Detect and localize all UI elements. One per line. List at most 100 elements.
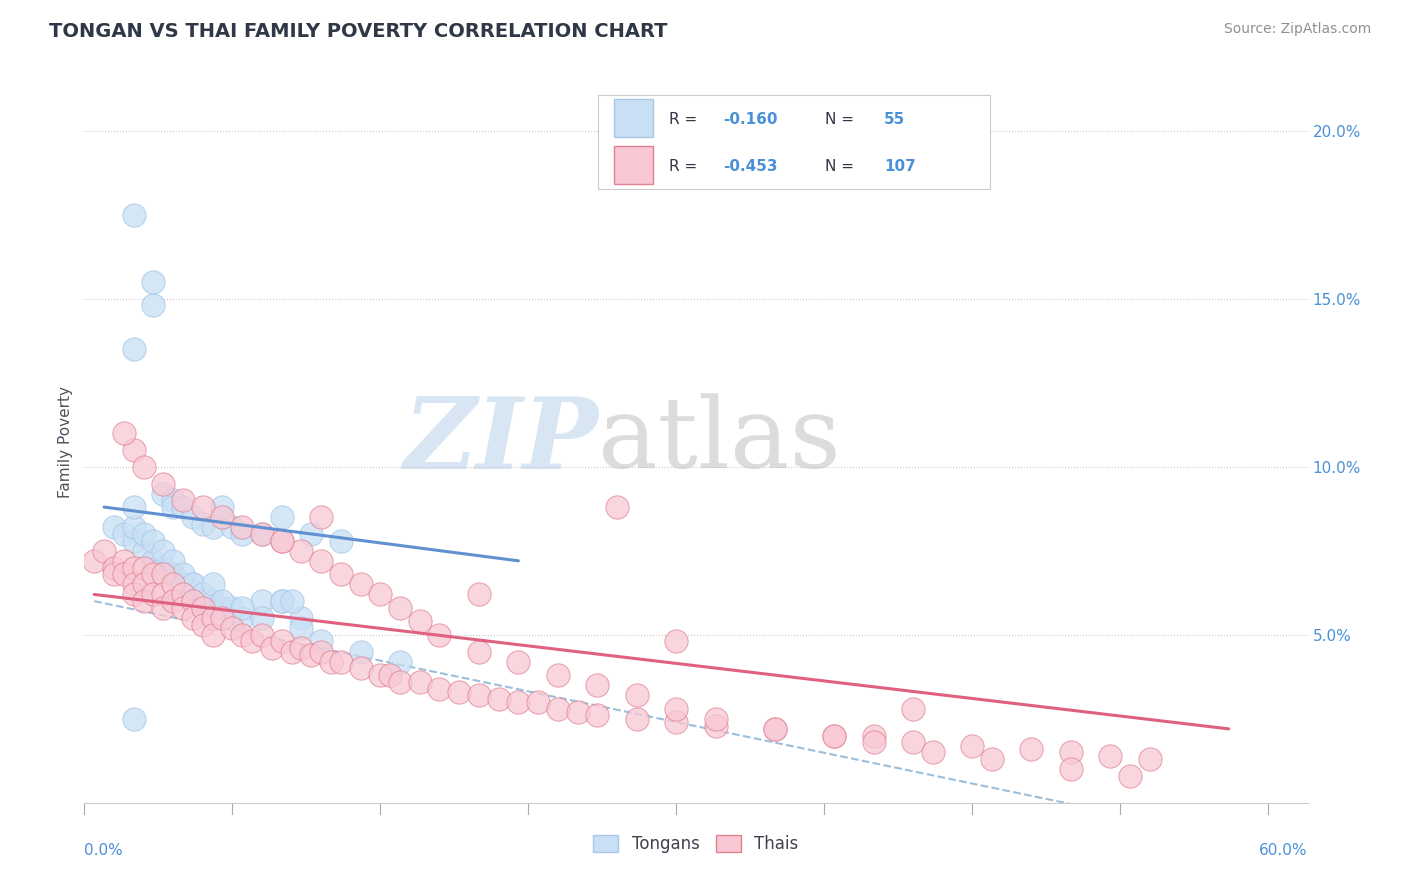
Point <box>468 644 491 658</box>
Point <box>704 718 727 732</box>
Point <box>309 510 332 524</box>
Point <box>142 587 165 601</box>
Point <box>112 567 135 582</box>
Point <box>626 688 648 702</box>
Point <box>152 486 174 500</box>
Text: atlas: atlas <box>598 393 841 490</box>
Point <box>290 641 312 656</box>
Point <box>1099 748 1122 763</box>
Point <box>231 611 253 625</box>
Point <box>429 628 451 642</box>
Point <box>122 520 145 534</box>
Point <box>172 493 194 508</box>
Point <box>122 560 145 574</box>
Point <box>240 634 263 648</box>
Point <box>299 648 322 662</box>
Point <box>181 510 204 524</box>
Y-axis label: Family Poverty: Family Poverty <box>58 385 73 498</box>
Point <box>823 729 845 743</box>
Point <box>468 587 491 601</box>
Point <box>201 611 224 625</box>
Point <box>250 611 273 625</box>
Point <box>83 554 105 568</box>
Point <box>93 543 115 558</box>
Point <box>763 722 786 736</box>
Point <box>547 702 569 716</box>
Point <box>181 577 204 591</box>
Point <box>763 722 786 736</box>
Point <box>221 600 243 615</box>
Point <box>162 500 184 514</box>
Point <box>211 510 233 524</box>
Point <box>152 587 174 601</box>
Point <box>122 577 145 591</box>
Point <box>103 560 125 574</box>
Point <box>191 587 214 601</box>
Point <box>122 208 145 222</box>
Point <box>112 527 135 541</box>
Point <box>122 342 145 356</box>
Text: TONGAN VS THAI FAMILY POVERTY CORRELATION CHART: TONGAN VS THAI FAMILY POVERTY CORRELATIO… <box>49 22 668 41</box>
Point <box>901 735 924 749</box>
Point <box>1060 762 1083 776</box>
Point <box>231 520 253 534</box>
Point <box>142 533 165 548</box>
Point <box>409 674 432 689</box>
Point <box>290 611 312 625</box>
Point <box>142 567 165 582</box>
Point <box>508 695 530 709</box>
Point <box>191 617 214 632</box>
Point <box>270 594 292 608</box>
Point <box>162 594 184 608</box>
Point <box>586 678 609 692</box>
Point <box>319 655 342 669</box>
Point <box>586 708 609 723</box>
Point <box>231 527 253 541</box>
Point <box>567 705 589 719</box>
Point <box>921 745 943 759</box>
Point <box>429 681 451 696</box>
Point <box>142 554 165 568</box>
Point <box>122 442 145 457</box>
Point <box>221 520 243 534</box>
Point <box>231 628 253 642</box>
Point <box>211 611 233 625</box>
Point <box>132 527 155 541</box>
Point <box>201 628 224 642</box>
Point <box>152 567 174 582</box>
Point <box>389 600 412 615</box>
Point <box>665 702 688 716</box>
Point <box>862 735 884 749</box>
Point <box>270 510 292 524</box>
Point <box>527 695 550 709</box>
Point <box>181 577 204 591</box>
Point <box>132 543 155 558</box>
Point <box>290 543 312 558</box>
Point <box>270 594 292 608</box>
Point <box>380 668 402 682</box>
Point <box>201 594 224 608</box>
Text: 60.0%: 60.0% <box>1260 843 1308 857</box>
Point <box>1060 745 1083 759</box>
Point <box>201 577 224 591</box>
Point <box>250 527 273 541</box>
Point <box>172 567 194 582</box>
Point <box>250 527 273 541</box>
Point <box>270 533 292 548</box>
Point <box>132 577 155 591</box>
Point <box>960 739 983 753</box>
Point <box>329 655 352 669</box>
Point <box>368 587 391 601</box>
Point <box>132 459 155 474</box>
Point <box>368 668 391 682</box>
Text: ZIP: ZIP <box>404 393 598 490</box>
Point <box>329 533 352 548</box>
Point <box>221 621 243 635</box>
Point <box>665 634 688 648</box>
Point <box>260 641 283 656</box>
Point <box>191 516 214 531</box>
Point <box>409 615 432 629</box>
Point <box>122 500 145 514</box>
Point <box>389 655 412 669</box>
Point <box>132 560 155 574</box>
